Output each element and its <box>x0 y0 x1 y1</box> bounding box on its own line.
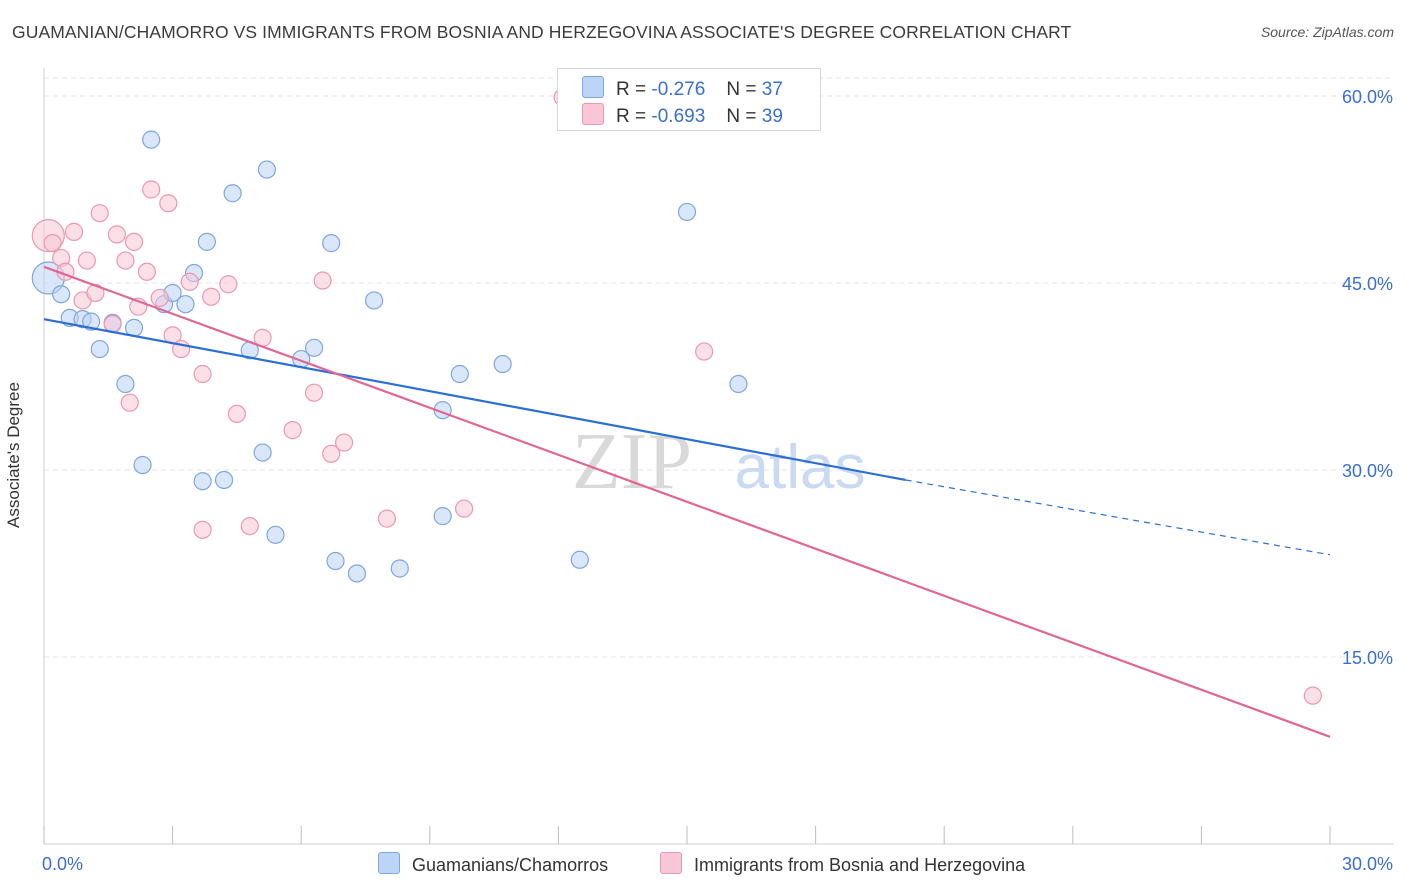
point-guamanians <box>677 202 697 222</box>
point-guamanians <box>197 232 216 251</box>
point-bosnia <box>454 499 474 518</box>
point-guamanians <box>193 472 212 491</box>
point-bosnia <box>107 225 126 244</box>
y-axis-title: Associate's Degree <box>4 309 24 528</box>
point-bosnia <box>120 393 139 412</box>
legend-swatch-pink <box>660 852 682 874</box>
legend-r-value-pink: -0.693 <box>651 106 706 127</box>
point-bosnia <box>313 271 332 290</box>
point-bosnia <box>695 342 714 361</box>
y-tick-label: 30.0% <box>1342 461 1393 481</box>
point-guamanians <box>116 374 135 394</box>
y-tick-label: 60.0% <box>1342 87 1393 107</box>
point-bosnia <box>202 287 221 306</box>
point-guamanians <box>176 295 195 314</box>
point-bosnia <box>322 444 341 463</box>
legend-label-guamanians: Guamanians/Chamorros <box>412 855 609 875</box>
point-bosnia <box>159 194 178 213</box>
point-bosnia <box>304 383 324 402</box>
legend-n-value-blue: 37 <box>761 79 783 100</box>
legend-n-label: N = <box>726 106 757 127</box>
point-guamanians <box>390 559 409 578</box>
stats-legend: R = -0.276 N = 37 R = -0.693 N = 39 <box>557 68 821 131</box>
x-tick-labels: 0.0% 30.0% <box>42 854 1393 874</box>
point-guamanians <box>266 525 285 544</box>
legend-swatch-blue <box>378 852 400 874</box>
watermark: ZIP atlas <box>572 418 865 506</box>
point-bosnia <box>137 262 156 281</box>
legend-row-blue: R = -0.276 N = 37 <box>582 76 783 101</box>
axes <box>43 68 1394 845</box>
series-guamanians-points <box>31 130 748 583</box>
point-bosnia <box>77 251 96 270</box>
legend-n-value-pink: 39 <box>761 106 783 127</box>
point-bosnia <box>180 272 199 291</box>
legend-item-guamanians[interactable]: Guamanians/Chamorros <box>378 852 608 876</box>
axis-ticks <box>43 826 1331 844</box>
point-bosnia <box>150 288 169 308</box>
y-tick-label: 15.0% <box>1342 648 1393 668</box>
legend-swatch-blue <box>582 76 604 98</box>
point-bosnia <box>116 251 135 270</box>
trend-line-guamanians-extension <box>905 479 1331 556</box>
grid-lines <box>44 77 1394 658</box>
point-guamanians <box>493 354 512 374</box>
point-bosnia <box>193 520 212 539</box>
y-tick-labels: 15.0% 30.0% 45.0% 60.0% <box>1342 87 1393 668</box>
trend-line-guamanians <box>43 318 906 482</box>
series-bosnia-points <box>31 88 1322 705</box>
x-tick-label-min: 0.0% <box>42 854 83 874</box>
legend-item-bosnia[interactable]: Immigrants from Bosnia and Herzegovina <box>660 852 1025 876</box>
point-guamanians <box>253 443 272 462</box>
point-guamanians <box>433 507 452 526</box>
point-guamanians <box>364 291 384 310</box>
point-bosnia <box>64 222 84 241</box>
point-guamanians <box>326 551 345 571</box>
trend-lines <box>43 265 1331 738</box>
point-guamanians <box>322 234 341 253</box>
point-bosnia <box>219 275 238 294</box>
y-axis-label: Associate's Degree <box>4 382 23 528</box>
legend-label-bosnia: Immigrants from Bosnia and Herzegovina <box>694 855 1026 875</box>
watermark-zip: ZIP <box>572 418 692 506</box>
y-tick-label: 45.0% <box>1342 274 1393 294</box>
point-guamanians <box>142 130 161 149</box>
point-bosnia <box>193 364 212 384</box>
point-guamanians <box>223 184 242 203</box>
point-guamanians <box>214 470 234 490</box>
point-bosnia <box>227 404 246 423</box>
point-guamanians <box>82 312 101 331</box>
point-bosnia <box>90 204 109 223</box>
point-guamanians <box>347 564 367 583</box>
point-guamanians <box>304 338 324 357</box>
point-guamanians <box>570 550 589 569</box>
legend-r-label: R = <box>616 79 647 100</box>
point-guamanians <box>450 364 469 384</box>
point-bosnia <box>1303 686 1322 705</box>
chart-title: GUAMANIAN/CHAMORRO VS IMMIGRANTS FROM BO… <box>12 22 1072 42</box>
legend-r-label: R = <box>616 106 647 127</box>
point-bosnia <box>124 232 144 251</box>
watermark-atlas: atlas <box>735 433 866 502</box>
point-guamanians <box>729 374 748 394</box>
legend-n-label: N = <box>726 79 757 100</box>
point-guamanians <box>90 339 109 359</box>
point-bosnia <box>283 421 302 440</box>
point-bosnia <box>240 516 259 536</box>
point-bosnia <box>43 234 62 253</box>
source-credit: Source: ZipAtlas.com <box>1260 24 1394 40</box>
point-guamanians <box>52 285 71 304</box>
legend-row-pink: R = -0.693 N = 39 <box>582 103 783 128</box>
point-guamanians <box>257 160 277 179</box>
trend-line-bosnia <box>43 265 1331 738</box>
point-bosnia <box>142 180 161 199</box>
legend-swatch-pink <box>582 103 604 125</box>
point-bosnia <box>377 509 397 528</box>
point-guamanians <box>133 455 152 475</box>
x-tick-label-max: 30.0% <box>1342 854 1393 874</box>
point-bosnia <box>334 433 354 452</box>
legend-r-value-blue: -0.276 <box>651 79 706 100</box>
